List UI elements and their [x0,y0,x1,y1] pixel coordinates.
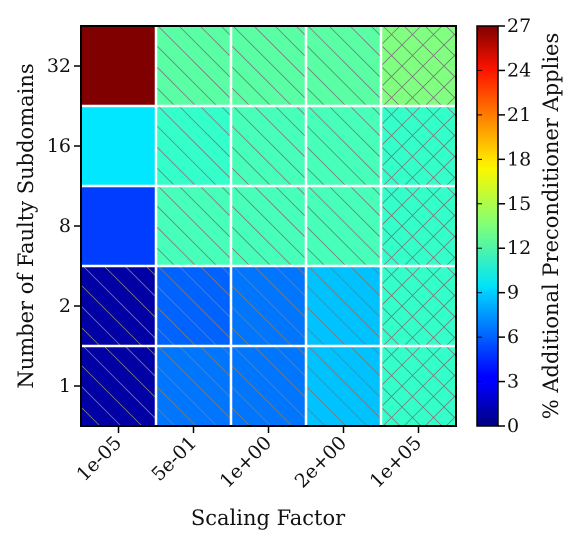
colorbar-tick-label: 6 [507,326,519,348]
colorbar-tick-label: 24 [507,59,531,81]
hatch-pattern [381,266,456,346]
heatmap-cell [306,266,381,346]
heatmap-cell [306,106,381,186]
heatmap-cell [306,186,381,266]
y-tick-label: 1 [59,375,71,397]
x-tick-label: 1e+00 [216,432,276,492]
colorbar-tick-label: 9 [507,282,519,304]
heatmap-cell [81,266,156,346]
heatmap-cell [156,106,231,186]
hatch-pattern [306,266,381,346]
x-tick-label: 1e+05 [366,432,426,492]
x-tick-label: 5e-01 [147,432,201,486]
colorbar-tick-label: 0 [507,415,519,437]
y-tick-label: 16 [47,135,71,157]
heatmap-cell [306,346,381,426]
hatch-pattern [381,346,456,426]
heatmap-cell [231,266,306,346]
hatch-pattern [81,266,156,346]
hatch-pattern [156,186,231,266]
hatch-pattern [231,346,306,426]
hatch-pattern [156,106,231,186]
hatch-pattern [306,106,381,186]
heatmap-cell [156,346,231,426]
heatmap-cell [231,186,306,266]
y-tick-label: 32 [47,55,71,77]
heatmap-cell [156,26,231,106]
y-tick-label: 8 [59,215,71,237]
colorbar-tick-label: 27 [507,15,531,37]
x-tick-label: 1e-05 [72,432,126,486]
hatch-overlay [81,26,456,426]
colorbar-tick-label: 21 [507,104,531,126]
heatmap-cell [231,106,306,186]
hatch-pattern [306,186,381,266]
heatmap-cell [156,266,231,346]
hatch-pattern [231,186,306,266]
heatmap-cells [81,26,456,426]
heatmap-cell [381,186,456,266]
heatmap-cell [381,346,456,426]
hatch-pattern [156,26,231,106]
heatmap-cell [156,186,231,266]
hatch-pattern [156,266,231,346]
y-tick-label: 2 [59,295,71,317]
colorbar-tick-label: 15 [507,193,531,215]
heatmap-cell [81,186,156,266]
heatmap-cell [381,26,456,106]
x-axis-label: Scaling Factor [191,506,346,530]
colorbar-tick-label: 3 [507,371,519,393]
colorbar-ticks: 0 3 6 9 12 15 18 21 24 27 [477,15,531,437]
x-axis-ticks: 1e-05 5e-01 1e+00 2e+00 1e+05 [72,426,426,492]
hatch-pattern [231,266,306,346]
heatmap-cell [306,26,381,106]
colorbar-tick-label: 18 [507,148,531,170]
heatmap-cell [231,346,306,426]
hatch-pattern [156,346,231,426]
heatmap-cell [81,106,156,186]
hatch-pattern [81,346,156,426]
hatch-pattern [381,26,456,106]
hatch-pattern [231,106,306,186]
heatmap-cell [81,26,156,106]
colorbar-label: % Additional Preconditioner Applies [539,33,563,419]
x-tick-label: 2e+00 [291,432,351,492]
colorbar [476,25,499,427]
hatch-pattern [231,26,306,106]
heatmap-cell [381,106,456,186]
cell-grid [81,26,456,426]
hatch-pattern [306,26,381,106]
hatch-pattern [381,186,456,266]
heatmap-cell [231,26,306,106]
heatmap-cell [81,346,156,426]
hatch-pattern [306,346,381,426]
heatmap-cell [381,266,456,346]
hatch-pattern [381,106,456,186]
y-axis-label: Number of Faulty Subdomains [14,63,38,388]
colorbar-tick-label: 12 [507,237,531,259]
y-axis-ticks: 32 16 8 2 1 [47,55,81,397]
